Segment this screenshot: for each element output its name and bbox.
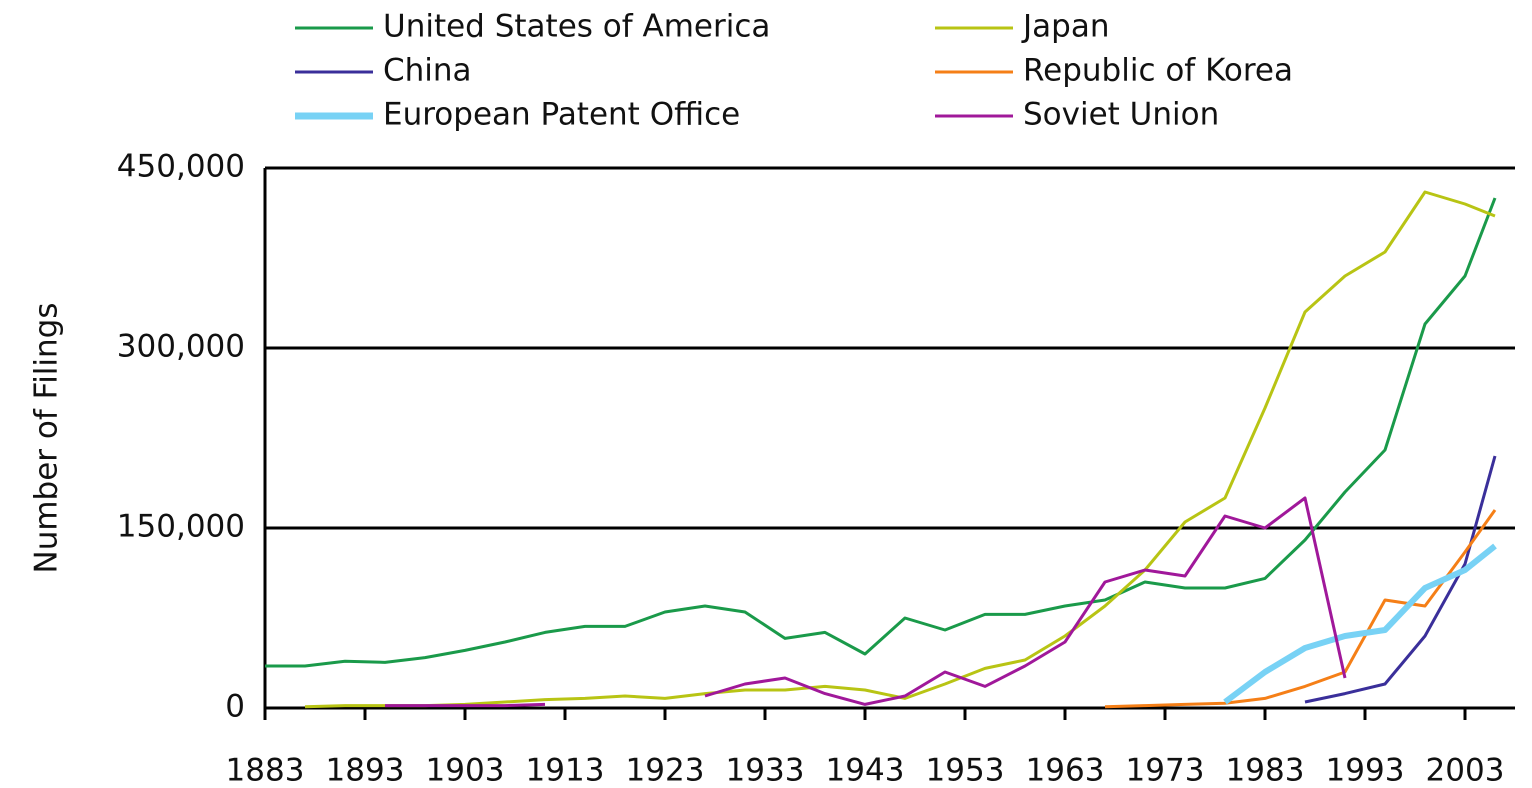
legend-label: Soviet Union [1023, 97, 1219, 133]
x-tick-label: 1903 [426, 753, 505, 788]
legend-label: Japan [1021, 9, 1109, 45]
x-tick-label: 1963 [1026, 753, 1105, 788]
x-tick-label: 1933 [726, 753, 805, 788]
x-tick-label: 1893 [326, 753, 405, 788]
x-tick-label: 1973 [1126, 753, 1205, 788]
legend-label: China [383, 53, 472, 89]
x-tick-label: 1983 [1226, 753, 1305, 788]
series-line [385, 496, 1347, 708]
y-tick-label: 150,000 [117, 509, 245, 545]
x-tick-label: 1993 [1326, 753, 1405, 788]
x-tick-label: 1943 [826, 753, 905, 788]
series-line [304, 190, 1496, 709]
x-tick-label: 1913 [526, 753, 605, 788]
x-tick-label: 1923 [626, 753, 705, 788]
series-line [265, 197, 1497, 668]
x-tick-label: 1953 [926, 753, 1005, 788]
y-tick-label: 300,000 [117, 329, 245, 365]
series-line [1304, 455, 1497, 704]
series-line [1104, 509, 1497, 709]
legend-label: United States of America [383, 9, 770, 45]
x-tick-label: 1883 [226, 753, 305, 788]
y-axis-label: Number of Filings [29, 302, 65, 573]
x-tick-label: 2003 [1426, 753, 1505, 788]
legend-label: Republic of Korea [1023, 53, 1293, 89]
y-tick-label: 0 [225, 689, 245, 725]
y-tick-label: 450,000 [117, 149, 245, 185]
series-line [1223, 543, 1497, 705]
legend-label: European Patent Office [383, 97, 740, 133]
